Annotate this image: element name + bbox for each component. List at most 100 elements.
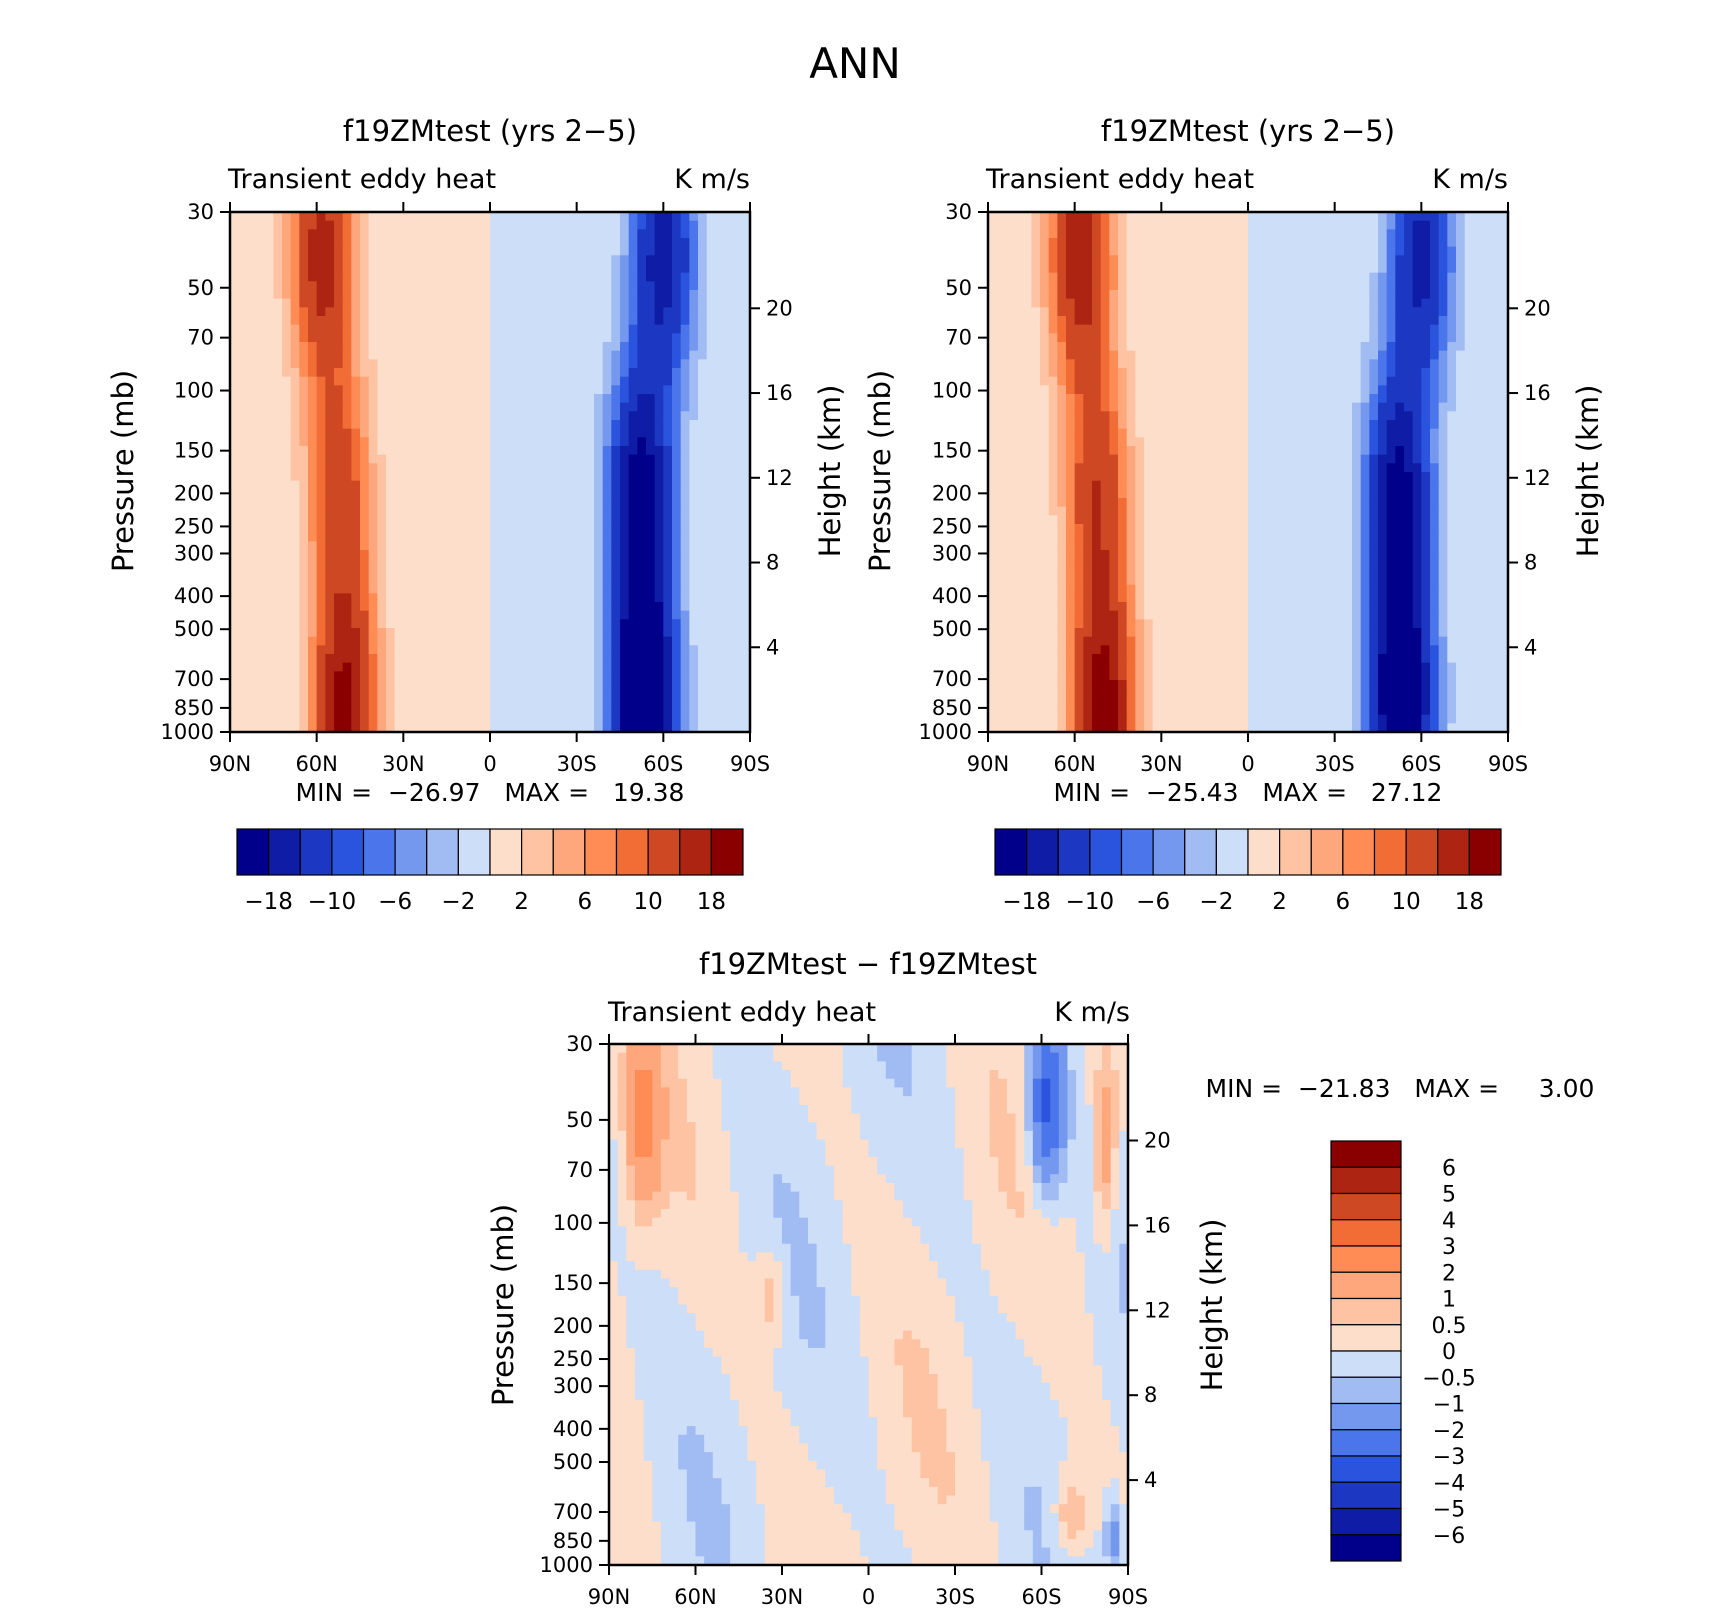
contour-cell xyxy=(394,220,404,230)
contour-cell xyxy=(256,385,266,395)
contour-cell xyxy=(290,472,300,482)
contour-cell xyxy=(238,229,248,239)
contour-cell xyxy=(646,489,656,499)
contour-cell xyxy=(429,558,439,568)
contour-cell xyxy=(1031,359,1041,369)
contour-cell xyxy=(334,255,344,265)
contour-cell xyxy=(1022,316,1032,326)
x-tick-label: 0 xyxy=(483,752,496,776)
contour-cell xyxy=(490,212,500,222)
contour-cell xyxy=(247,524,257,534)
contour-cell xyxy=(1378,368,1388,378)
contour-cell xyxy=(308,307,318,317)
contour-cell xyxy=(654,506,664,516)
contour-cell xyxy=(1230,212,1240,222)
contour-cell xyxy=(1256,324,1266,334)
contour-cell xyxy=(368,324,378,334)
contour-cell xyxy=(533,324,543,334)
contour-cell xyxy=(368,593,378,603)
contour-cell xyxy=(620,602,630,612)
contour-cell xyxy=(680,264,690,274)
contour-cell xyxy=(1057,376,1067,386)
contour-cell xyxy=(611,264,621,274)
contour-cell xyxy=(507,498,517,508)
contour-cell xyxy=(585,463,595,473)
contour-cell xyxy=(680,619,690,629)
contour-cell xyxy=(646,498,656,508)
contour-cell xyxy=(1378,290,1388,300)
contour-cell xyxy=(1196,212,1206,222)
contour-cell xyxy=(1456,324,1466,334)
contour-cell xyxy=(1126,246,1136,256)
contour-cell xyxy=(602,706,612,716)
contour-cell xyxy=(602,394,612,404)
contour-cell xyxy=(386,446,396,456)
contour-cell xyxy=(507,515,517,525)
contour-cell xyxy=(724,316,734,326)
contour-cell xyxy=(342,238,352,248)
contour-cell xyxy=(256,255,266,265)
contour-cell xyxy=(273,246,283,256)
contour-cell xyxy=(420,697,430,707)
contour-cell xyxy=(490,385,500,395)
contour-cell xyxy=(680,515,690,525)
contour-cell xyxy=(360,220,370,230)
contour-cell xyxy=(568,706,578,716)
contour-cell xyxy=(550,576,560,586)
contour-cell xyxy=(988,359,998,369)
contour-cell xyxy=(351,723,361,733)
contour-cell xyxy=(1343,350,1353,360)
contour-cell xyxy=(732,558,742,568)
contour-cell xyxy=(585,671,595,681)
contour-cell xyxy=(1222,290,1232,300)
contour-cell xyxy=(507,610,517,620)
contour-cell xyxy=(498,376,508,386)
contour-cell xyxy=(316,480,326,490)
contour-cell xyxy=(360,333,370,343)
contour-cell xyxy=(637,723,647,733)
contour-cell xyxy=(230,550,240,560)
contour-cell xyxy=(542,567,552,577)
contour-cell xyxy=(230,541,240,551)
contour-cell xyxy=(741,524,751,534)
contour-cell xyxy=(282,420,292,430)
contour-cell xyxy=(1196,316,1206,326)
contour-cell xyxy=(680,281,690,291)
contour-cell xyxy=(689,359,699,369)
contour-cell xyxy=(299,628,309,638)
contour-cell xyxy=(524,558,534,568)
contour-cell xyxy=(342,636,352,646)
contour-cell xyxy=(594,532,604,542)
contour-cell xyxy=(672,298,682,308)
contour-cell xyxy=(429,229,439,239)
contour-cell xyxy=(290,584,300,594)
contour-cell xyxy=(585,428,595,438)
contour-cell xyxy=(516,628,526,638)
contour-cell xyxy=(663,480,673,490)
contour-cell xyxy=(550,688,560,698)
contour-cell xyxy=(455,212,465,222)
contour-cell xyxy=(394,255,404,265)
colorbar-label: 18 xyxy=(697,889,726,915)
contour-cell xyxy=(1421,368,1431,378)
contour-cell xyxy=(620,480,630,490)
contour-cell xyxy=(247,324,257,334)
contour-cell xyxy=(620,619,630,629)
contour-cell xyxy=(316,697,326,707)
colorbar-swatch xyxy=(236,828,270,876)
contour-cell xyxy=(689,246,699,256)
contour-cell xyxy=(490,290,500,300)
contour-cell xyxy=(446,437,456,447)
contour-cell xyxy=(594,402,604,412)
contour-cell xyxy=(698,498,708,508)
contour-cell xyxy=(1317,342,1327,352)
contour-cell xyxy=(568,246,578,256)
contour-cell xyxy=(264,420,274,430)
contour-cell xyxy=(559,437,569,447)
contour-cell xyxy=(264,662,274,672)
contour-cell xyxy=(1135,385,1145,395)
contour-cell xyxy=(325,463,335,473)
contour-cell xyxy=(1265,238,1275,248)
contour-cell xyxy=(1438,238,1448,248)
contour-cell xyxy=(715,680,725,690)
